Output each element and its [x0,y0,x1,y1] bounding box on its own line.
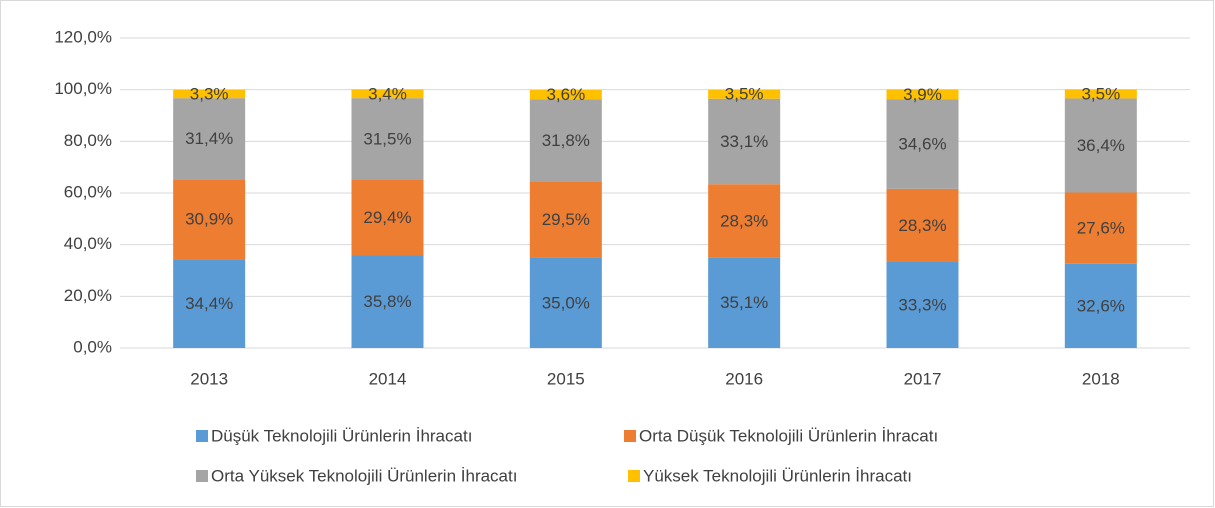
legend-label: Orta Düşük Teknolojili Ürünlerin İhracat… [639,426,938,445]
data-label: 28,3% [898,216,946,235]
data-label: 32,6% [1077,296,1125,315]
data-label: 33,1% [720,132,768,151]
y-tick-label: 100,0% [54,79,112,98]
bar-segment [529,99,602,182]
bar-segment [1064,263,1137,348]
x-tick-label: 2018 [1082,369,1120,388]
legend-label: Düşük Teknolojili Ürünlerin İhracatı [211,426,472,445]
y-tick-label: 40,0% [64,234,112,253]
y-tick-label: 0,0% [73,337,112,356]
bar-segment [886,89,959,100]
data-label: 35,1% [720,293,768,312]
x-tick-label: 2014 [369,369,407,388]
data-label: 31,5% [363,129,411,148]
data-label: 33,3% [898,295,946,314]
bar-segment [708,89,781,99]
data-label: 34,4% [185,294,233,313]
x-tick-label: 2017 [904,369,942,388]
bar-segment [351,179,424,256]
bar-segment [529,257,602,348]
bar-segment [529,181,602,258]
data-label: 3,5% [1081,84,1120,103]
data-label: 34,6% [898,135,946,154]
data-label: 31,4% [185,129,233,148]
bar-segment [173,259,246,348]
x-tick-label: 2015 [547,369,585,388]
data-label: 27,6% [1077,219,1125,238]
x-tick-label: 2016 [725,369,763,388]
bar-segment [1064,192,1137,264]
data-label: 29,4% [363,208,411,227]
legend-label: Orta Yüksek Teknolojili Ürünlerin İhraca… [211,466,517,485]
bar-segment [173,179,246,260]
data-label: 35,8% [363,292,411,311]
y-tick-label: 60,0% [64,182,112,201]
legend-swatch [196,430,208,442]
y-tick-label: 80,0% [64,131,112,150]
data-label: 3,3% [190,84,229,103]
bar-segment [351,255,424,348]
legend-swatch [624,430,636,442]
legend-label: Yüksek Teknolojili Ürünlerin İhracatı [643,466,912,485]
data-label: 36,4% [1077,136,1125,155]
bar-segment [529,89,602,100]
data-label: 31,8% [542,131,590,150]
data-label: 3,5% [725,85,764,104]
data-label: 29,5% [542,210,590,229]
x-tick-label: 2013 [190,369,228,388]
bar-segment [351,98,424,180]
bar-segment [708,98,781,185]
legend-swatch [196,470,208,482]
data-label: 28,3% [720,211,768,230]
bar-segment [886,188,959,262]
bar-segment [886,99,959,189]
bar-segment [708,257,781,348]
bar-segment [708,184,781,258]
bar-segment [351,89,424,99]
bar-segment [173,89,246,99]
bar-segment [173,98,246,180]
data-label: 3,4% [368,84,407,103]
data-label: 3,9% [903,85,942,104]
y-tick-label: 120,0% [54,27,112,46]
data-label: 3,6% [546,85,585,104]
data-label: 35,0% [542,293,590,312]
y-tick-label: 20,0% [64,286,112,305]
bar-segment [1064,89,1137,99]
bar-segment [886,261,959,348]
data-label: 30,9% [185,210,233,229]
legend-swatch [628,470,640,482]
bar-segment [1064,98,1137,193]
